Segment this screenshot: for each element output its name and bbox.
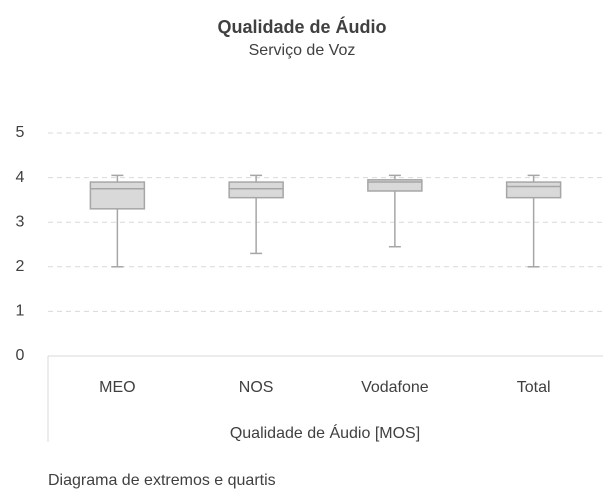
x-tick-label: Vodafone xyxy=(361,379,429,396)
box xyxy=(228,181,284,199)
x-axis-title: Qualidade de Áudio [MOS] xyxy=(230,423,420,442)
y-tick-label: 2 xyxy=(16,258,25,275)
box xyxy=(89,181,146,210)
box xyxy=(505,181,562,199)
chart-title: Qualidade de Áudio xyxy=(217,16,386,37)
x-tick-label: MEO xyxy=(99,379,135,396)
box xyxy=(367,179,423,192)
y-tick-label: 5 xyxy=(16,124,25,141)
y-tick-label: 1 xyxy=(16,303,25,320)
x-tick-label: NOS xyxy=(239,379,274,396)
chart-subtitle: Serviço de Voz xyxy=(249,42,356,59)
x-tick-label: Total xyxy=(517,379,551,396)
y-tick-label: 4 xyxy=(16,169,25,186)
y-tick-label: 0 xyxy=(16,347,25,364)
y-tick-label: 3 xyxy=(16,213,25,230)
footnote: Diagrama de extremos e quartis xyxy=(48,472,276,489)
